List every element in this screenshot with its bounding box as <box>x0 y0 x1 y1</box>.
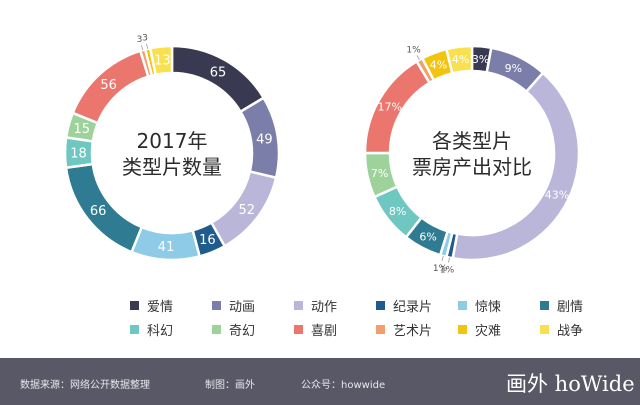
slice-label-动作: 52 <box>238 203 255 218</box>
legend-swatch <box>376 301 385 310</box>
leader-line <box>416 55 420 60</box>
legend-swatch <box>212 325 221 334</box>
legend-label: 科幻 <box>147 324 174 339</box>
slice-label-爱情: 65 <box>210 65 227 80</box>
slice-label-艺术片: 1% <box>406 46 421 56</box>
legend-item: 灾难 <box>458 320 540 339</box>
legend-swatch <box>540 301 549 310</box>
legend-swatch <box>294 325 303 334</box>
legend-row-1: 爱情 动画 动作 纪录片 惊悚 剧情 <box>130 296 622 315</box>
slice-label-动作: 43% <box>545 188 569 201</box>
legend-swatch <box>130 301 139 310</box>
legend-item: 爱情 <box>130 296 212 315</box>
legend-label: 喜剧 <box>311 324 338 339</box>
legend-item: 科幻 <box>130 320 212 339</box>
chart-title-line: 票房产出对比 <box>412 155 532 179</box>
legend-label: 纪录片 <box>393 300 433 315</box>
leader-line <box>146 43 149 49</box>
slice-label-惊悚: 1% <box>433 264 448 274</box>
slice-label-战争: 4% <box>452 53 469 66</box>
legend-label: 灾难 <box>475 324 502 339</box>
slice-label-剧情: 6% <box>419 231 436 244</box>
legend-item: 喜剧 <box>294 320 376 339</box>
slice-label-动画: 9% <box>505 62 522 75</box>
legend-item: 纪录片 <box>376 296 458 315</box>
slice-label-喜剧: 17% <box>377 101 401 114</box>
slice-label-纪录片: 1% <box>440 266 455 276</box>
legend-item: 艺术片 <box>376 320 458 339</box>
slice-label-战争: 13 <box>154 54 171 69</box>
footer-account: 公众号：howwide <box>301 380 386 391</box>
legend-label: 爱情 <box>147 300 174 315</box>
legend-item: 惊悚 <box>458 296 540 315</box>
chart-title-line: 2017年 <box>137 129 208 153</box>
legend-item: 战争 <box>540 320 622 339</box>
chart-title-line: 各类型片 <box>432 129 512 153</box>
slice-战争 <box>444 44 474 75</box>
chart-title-line: 类型片数量 <box>122 155 222 179</box>
legend-item: 奇幻 <box>212 320 294 339</box>
legend-row-2: 科幻 奇幻 喜剧 艺术片 灾难 战争 <box>130 320 622 339</box>
legend-label: 动画 <box>229 300 256 315</box>
slice-label-纪录片: 16 <box>199 233 216 248</box>
slice-label-科幻: 8% <box>389 205 406 218</box>
footer-source: 数据来源：网络公开数据整理 <box>20 380 150 391</box>
legend-label: 艺术片 <box>393 324 433 339</box>
slice-label-艺术片: 3 <box>137 35 143 45</box>
slice-label-动画: 49 <box>256 132 273 147</box>
legend-swatch <box>130 325 139 334</box>
slice-label-灾难: 3 <box>142 33 148 43</box>
footer-bar: 数据来源：网络公开数据整理 制图：画外 公众号：howwide 画外 hoWid… <box>0 358 640 405</box>
leader-line <box>441 255 444 261</box>
legend-swatch <box>212 301 221 310</box>
legend-label: 奇幻 <box>229 324 256 339</box>
slice-label-爱情: 3% <box>472 53 489 66</box>
legend-label: 战争 <box>557 324 584 339</box>
slice-label-剧情: 66 <box>90 204 107 219</box>
legend-swatch <box>458 301 467 310</box>
slice-label-奇幻: 15 <box>73 122 90 137</box>
leader-line <box>140 45 144 51</box>
slice-label-喜剧: 56 <box>100 78 117 93</box>
leader-line <box>448 257 450 263</box>
slice-label-惊悚: 41 <box>158 240 175 255</box>
legend-item: 动作 <box>294 296 376 315</box>
legend-item: 动画 <box>212 296 294 315</box>
legend-label: 动作 <box>311 300 338 315</box>
legend-swatch <box>458 325 467 334</box>
slice-label-奇幻: 7% <box>371 167 388 180</box>
legend-label: 惊悚 <box>475 300 502 315</box>
legend-item: 剧情 <box>540 296 622 315</box>
slice-label-灾难: 4% <box>430 59 447 72</box>
brand-logo: 画外 hoWide <box>506 372 635 396</box>
slice-战争 <box>148 44 174 77</box>
legend-swatch <box>294 301 303 310</box>
legend-swatch <box>376 325 385 334</box>
legend-label: 剧情 <box>557 300 584 315</box>
legend-swatch <box>540 325 549 334</box>
slice-label-科幻: 18 <box>70 146 87 161</box>
footer-maker: 制图：画外 <box>205 380 255 391</box>
